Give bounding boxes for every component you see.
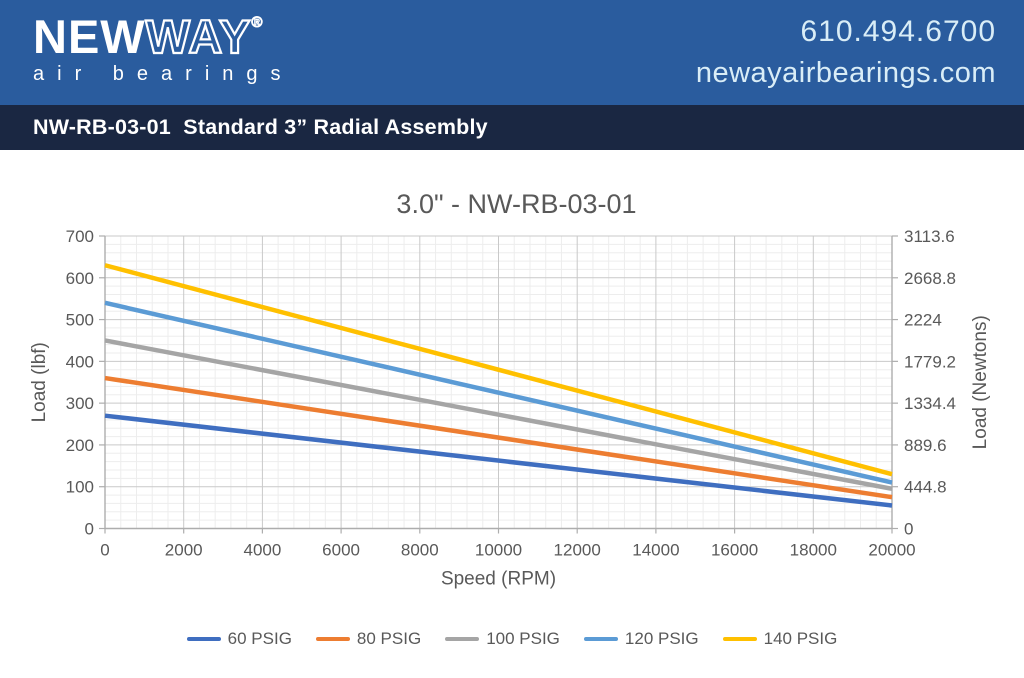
legend-swatch-120-psig (583, 637, 618, 641)
product-title: NW-RB-03-01 Standard 3” Radial Assembly (33, 115, 488, 139)
series-line-120-psig (104, 300, 893, 485)
y-tick-label-right: 2668.8 (904, 269, 956, 288)
legend-label-120-psig: 120 PSIG (624, 629, 699, 648)
chart-legend: 60 PSIG 80 PSIG 100 PSIG 120 PSIG 140 PSIG (0, 629, 1024, 649)
y-tick-label-left: 0 (85, 520, 94, 539)
series-line-140-psig (104, 263, 893, 477)
y-tick-label-left: 100 (66, 478, 94, 497)
x-axis-title: Speed (RPM) (441, 569, 556, 590)
y-tick-label-left: 500 (66, 311, 94, 330)
legend-item-60-psig: 60 PSIG (186, 629, 292, 649)
y-tick-label-left: 400 (66, 352, 94, 371)
y-axis-title-left: Load (lbf) (29, 342, 50, 422)
series-line-60-psig (104, 413, 893, 508)
legend-swatch-60-psig (186, 637, 221, 641)
legend-item-100-psig: 100 PSIG (445, 629, 560, 649)
legend-item-80-psig: 80 PSIG (315, 629, 422, 649)
legend-swatch-140-psig (722, 637, 757, 641)
x-tick-label: 20000 (868, 541, 915, 560)
x-tick-label: 10000 (475, 541, 522, 560)
y-tick-label-right: 3113.6 (904, 227, 955, 246)
y-tick-label-right: 0 (904, 520, 913, 539)
legend-swatch-100-psig (445, 637, 480, 641)
x-tick-label: 18000 (790, 541, 837, 560)
x-tick-label: 6000 (322, 541, 360, 560)
legend-label-60-psig: 60 PSIG (227, 629, 292, 648)
legend-item-120-psig: 120 PSIG (583, 629, 699, 649)
series-line-80-psig (104, 375, 893, 500)
title-bar: NW-RB-03-01 Standard 3” Radial Assembly (0, 105, 1024, 150)
y-axis-title-right: Load (Newtons) (970, 315, 991, 449)
series-line-100-psig (104, 338, 893, 492)
y-tick-label-right: 1334.4 (904, 394, 956, 413)
legend-swatch-80-psig (315, 637, 350, 641)
legend-label-140-psig: 140 PSIG (763, 629, 838, 648)
x-tick-label: 4000 (243, 541, 281, 560)
logo-wordmark: NEWWAY® (33, 10, 294, 63)
x-tick-label: 2000 (165, 541, 203, 560)
x-tick-label: 16000 (711, 541, 758, 560)
website-url: newayairbearings.com (695, 57, 996, 89)
y-tick-label-right: 1779.2 (904, 352, 956, 371)
y-tick-label-left: 600 (66, 269, 94, 288)
y-tick-label-right: 444.8 (904, 478, 947, 497)
x-tick-label: 0 (100, 541, 109, 560)
y-tick-label-left: 300 (66, 394, 94, 413)
chart-area: 3.0" - NW-RB-03-01 0 2000 4000 6000 8000 10000… (0, 150, 1024, 673)
x-tick-label: 12000 (554, 541, 601, 560)
registered-trademark-icon: ® (251, 14, 263, 31)
y-tick-label-right: 889.6 (904, 436, 947, 455)
newway-logo: NEWWAY® air bearings (33, 10, 294, 86)
logo-text-new: NEW (33, 10, 146, 63)
phone-number: 610.494.6700 (800, 15, 996, 48)
y-tick-label-left: 200 (66, 436, 94, 455)
y-tick-label-right: 2224 (904, 311, 942, 330)
legend-item-140-psig: 140 PSIG (722, 629, 838, 649)
x-tick-label: 8000 (401, 541, 439, 560)
chart-title: 3.0" - NW-RB-03-01 (396, 189, 636, 219)
legend-label-80-psig: 80 PSIG (356, 629, 422, 648)
x-tick-label: 14000 (632, 541, 679, 560)
logo-tagline: air bearings (33, 63, 294, 85)
load-vs-speed-chart: 3.0" - NW-RB-03-010 2000 4000 6000 8000 10000… (29, 189, 991, 590)
header-banner: NEWWAY® air bearings 610.494.6700 newaya… (0, 0, 1024, 105)
logo-text-way: WAY (145, 10, 252, 63)
y-tick-label-left: 700 (66, 227, 94, 246)
contact-info: 610.494.6700 newayairbearings.com (696, 11, 996, 93)
legend-label-100-psig: 100 PSIG (486, 629, 560, 648)
